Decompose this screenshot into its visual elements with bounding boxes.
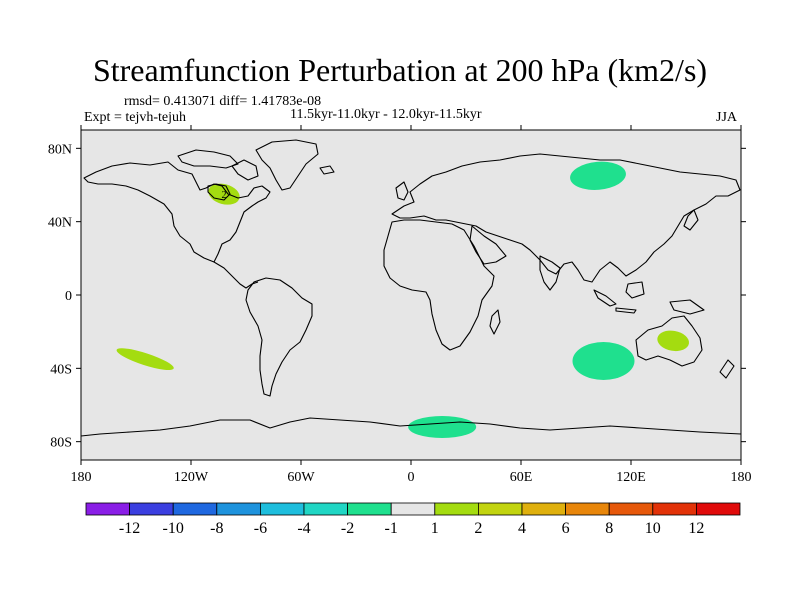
colorbar-swatch bbox=[652, 502, 697, 516]
colorbar-swatch bbox=[696, 502, 741, 516]
colorbar-label: 4 bbox=[518, 520, 526, 537]
colorbar-label: 1 bbox=[431, 520, 439, 537]
colorbar-swatch bbox=[390, 502, 436, 516]
coastline-japan bbox=[683, 209, 699, 231]
y-tick-label: 40N bbox=[48, 216, 72, 231]
x-tick-label: 180 bbox=[71, 470, 92, 485]
y-tick-label: 40S bbox=[50, 362, 72, 377]
colorbar-label: -10 bbox=[163, 520, 184, 537]
colorbar-label: -2 bbox=[341, 520, 354, 537]
colorbar-swatch bbox=[434, 502, 479, 516]
colorbar-swatch bbox=[259, 502, 305, 516]
colorbar-swatch bbox=[477, 502, 523, 516]
coastline-new-guinea bbox=[669, 299, 705, 315]
coastline-africa bbox=[383, 219, 495, 351]
x-tick-label: 120E bbox=[616, 470, 646, 485]
colorbar-label: 6 bbox=[562, 520, 570, 537]
coastline-australia bbox=[635, 315, 703, 367]
contour-label: 2 bbox=[222, 190, 227, 201]
colorbar: -12 -10 -8 -6 -4 -2 -1 1 2 4 6 8 10 12 bbox=[85, 502, 741, 537]
colorbar-swatch bbox=[129, 502, 174, 516]
coastline-eurasia bbox=[391, 153, 741, 283]
coastline-java bbox=[615, 307, 637, 314]
coastline-south-america bbox=[245, 277, 313, 397]
colorbar-swatch bbox=[216, 502, 261, 516]
x-tick-label: 120W bbox=[174, 470, 209, 485]
plot-area-background bbox=[81, 130, 741, 460]
coastline-new-zealand bbox=[719, 359, 735, 379]
anomaly-region-canada-great-lakes bbox=[208, 183, 240, 205]
coastline-iceland bbox=[319, 165, 335, 175]
coastline-antarctica bbox=[81, 417, 741, 437]
coastline-layer bbox=[81, 139, 741, 437]
coastline-hudson-bay bbox=[207, 183, 231, 201]
coastline-borneo bbox=[625, 281, 645, 299]
period-label: 11.5kyr-11.0kyr - 12.0kyr-11.5kyr bbox=[290, 107, 482, 122]
colorbar-swatch bbox=[172, 502, 218, 516]
y-tick-label: 80S bbox=[50, 436, 72, 451]
anomaly-region-eastern-australia bbox=[657, 330, 690, 352]
x-tick-label: 180 bbox=[731, 470, 752, 485]
colorbar-label: -12 bbox=[119, 520, 140, 537]
chart-title: Streamfunction Perturbation at 200 hPa (… bbox=[92, 52, 708, 88]
x-tick-label: 60E bbox=[510, 470, 533, 485]
colorbar-swatch bbox=[347, 502, 392, 516]
season-label: JJA bbox=[716, 110, 738, 125]
colorbar-label: 8 bbox=[605, 520, 613, 537]
anomaly-region-southern-indian-ocean bbox=[572, 342, 635, 380]
colorbar-label: 2 bbox=[474, 520, 482, 537]
coastline-greenland bbox=[255, 139, 319, 191]
colorbar-swatch bbox=[85, 502, 130, 516]
anomaly-region-antarctic-coast bbox=[408, 416, 477, 438]
colorbar-swatch bbox=[608, 502, 654, 516]
anomaly-region-south-pacific bbox=[116, 348, 174, 371]
colorbar-swatch bbox=[303, 502, 348, 516]
colorbar-swatch bbox=[521, 502, 566, 516]
experiment-label: Expt = tejvh-tejuh bbox=[84, 110, 186, 125]
coastline-sumatra bbox=[593, 289, 617, 307]
coastline-madagascar bbox=[489, 309, 501, 335]
coastline-baffin bbox=[231, 159, 259, 181]
anomaly-region-central-siberia bbox=[570, 161, 626, 190]
colorbar-label: 10 bbox=[645, 520, 661, 537]
colorbar-label: -6 bbox=[254, 520, 267, 537]
x-tick-label: 60W bbox=[287, 470, 315, 485]
coastline-north-america bbox=[83, 161, 271, 263]
colorbar-label: -1 bbox=[385, 520, 398, 537]
coastline-arabia bbox=[469, 225, 507, 265]
rmsd-diff-stats: rmsd= 0.413071 diff= 1.41783e-08 bbox=[124, 94, 322, 109]
coastline-british-isles bbox=[395, 181, 409, 201]
colorbar-label: -4 bbox=[297, 520, 310, 537]
x-tick-label: 0 bbox=[408, 470, 415, 485]
axis-tick-layer: 180 120W 60W 0 60E 120E 180 80N 40N 0 40S 80S bbox=[48, 125, 752, 485]
anomaly-fill-layer: 2 bbox=[116, 161, 690, 438]
coastline-india bbox=[539, 255, 561, 291]
colorbar-label: 12 bbox=[688, 520, 704, 537]
colorbar-label: -8 bbox=[210, 520, 223, 537]
colorbar-swatch bbox=[565, 502, 610, 516]
y-tick-label: 80N bbox=[48, 142, 72, 157]
y-tick-label: 0 bbox=[65, 289, 72, 304]
